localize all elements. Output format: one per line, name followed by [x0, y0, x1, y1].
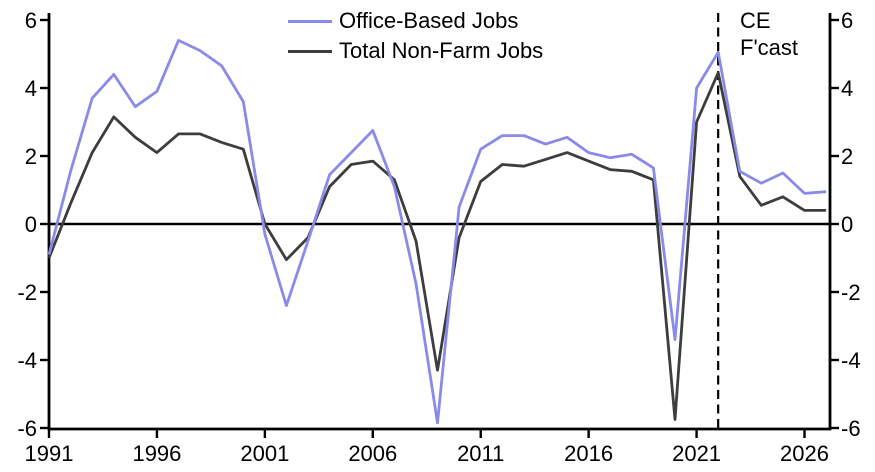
y-axis-tick-label: -4: [17, 348, 37, 373]
forecast-label-line1: CE: [740, 8, 771, 33]
legend: Office-Based Jobs Total Non-Farm Jobs: [288, 6, 543, 66]
forecast-label: CE F'cast: [740, 7, 798, 61]
x-axis-tick-label: 2001: [240, 441, 289, 466]
x-axis-tick-label: 2006: [348, 441, 397, 466]
x-axis-tick-label: 1996: [132, 441, 181, 466]
y-axis-left: 6 4 2 0 -2 -4 -6: [17, 8, 51, 441]
legend-label-total-non-farm-jobs: Total Non-Farm Jobs: [339, 38, 544, 63]
office-based-jobs-line-swatch: [288, 19, 332, 23]
x-axis-tick-label: 2026: [780, 441, 829, 466]
y-axis-tick-label: -6: [17, 416, 37, 441]
y-axis-tick-label: 6: [25, 8, 37, 33]
legend-item-total-non-farm-jobs: Total Non-Farm Jobs: [288, 36, 543, 66]
x-axis-tick-label: 2011: [457, 441, 504, 466]
y-axis-tick-label: 4: [25, 76, 37, 101]
x-axis-tick-label: 2021: [672, 441, 721, 466]
y-axis-tick-label: -4: [841, 348, 861, 373]
y-axis-tick-label: 6: [841, 8, 853, 33]
y-axis-tick-label: -6: [841, 416, 861, 441]
legend-label-office-based-jobs: Office-Based Jobs: [339, 8, 519, 33]
total-non-farm-jobs-line-swatch: [288, 49, 332, 53]
legend-item-office-based-jobs: Office-Based Jobs: [288, 6, 543, 36]
forecast-label-line2: F'cast: [740, 35, 798, 60]
office-based-jobs-line: [47, 39, 827, 425]
y-axis-tick-label: 0: [841, 212, 853, 237]
y-axis-tick-label: 0: [25, 212, 37, 237]
x-axis: 1991 1996 2001 2006 2011 2016 2021 2026: [25, 427, 832, 466]
total-non-farm-jobs-line: [47, 71, 827, 421]
y-axis-tick-label: 4: [841, 76, 853, 101]
x-axis-tick-label: 1991: [25, 441, 74, 466]
y-axis-tick-label: -2: [841, 280, 861, 305]
x-axis-tick-label: 2016: [564, 441, 613, 466]
y-axis-right: 6 4 2 0 -2 -4 -6: [828, 8, 861, 441]
y-axis-tick-label: 2: [25, 144, 37, 169]
y-axis-tick-label: 2: [841, 144, 853, 169]
y-axis-tick-label: -2: [17, 280, 37, 305]
